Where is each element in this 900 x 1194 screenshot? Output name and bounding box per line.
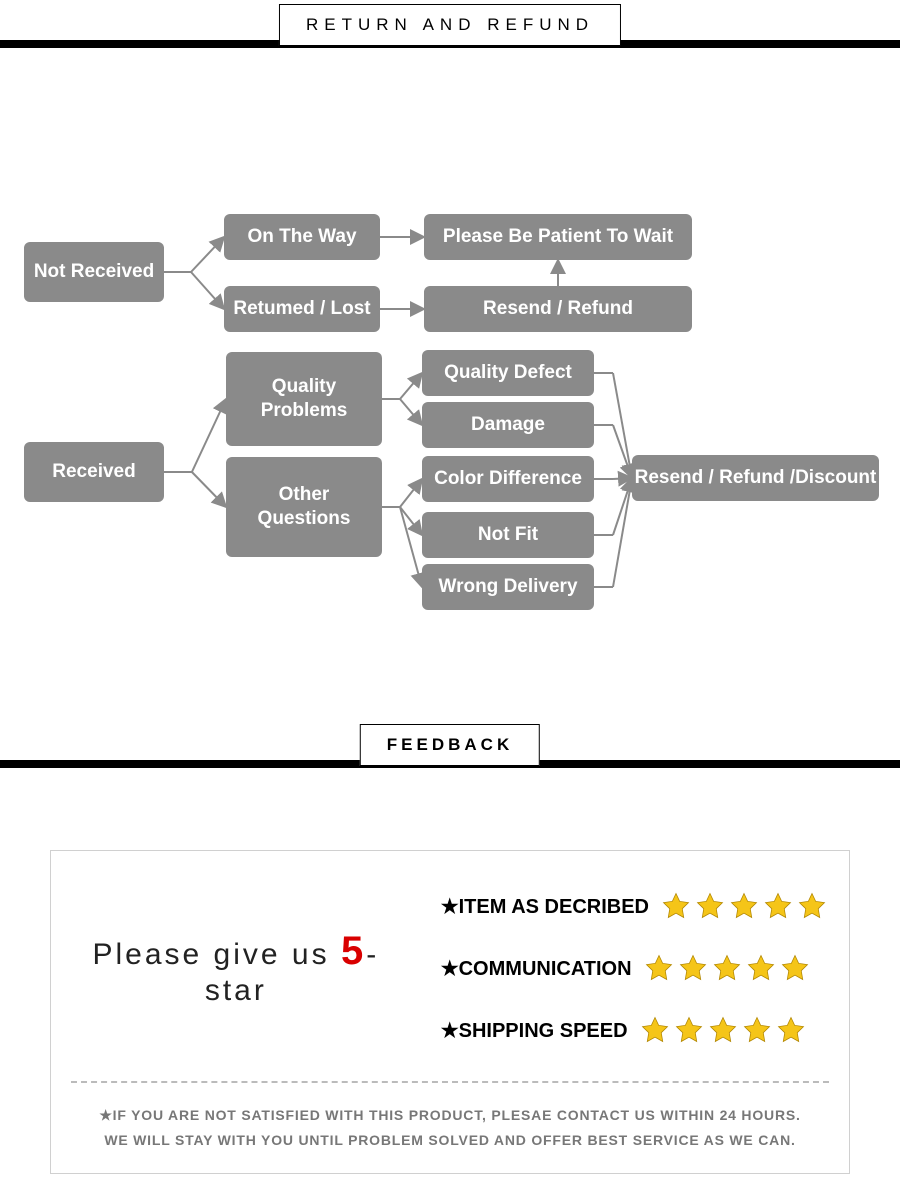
disclaimer-line-1: ★IF YOU ARE NOT SATISFIED WITH THIS PROD…	[71, 1103, 829, 1128]
feedback-inner: Please give us 5-star ★ITEM AS DECRIBED★…	[71, 891, 829, 1045]
star-icon	[695, 891, 725, 921]
dashed-divider: ★IF YOU ARE NOT SATISFIED WITH THIS PROD…	[71, 1081, 829, 1153]
flow-node-wrong-del: Wrong Delivery	[422, 564, 594, 610]
star-group	[642, 953, 812, 983]
flow-node-on-the-way: On The Way	[224, 214, 380, 260]
flow-node-not-fit: Not Fit	[422, 512, 594, 558]
star-icon	[708, 1015, 738, 1045]
star-icon	[776, 1015, 806, 1045]
star-icon	[729, 891, 759, 921]
rating-row: ★ITEM AS DECRIBED	[441, 891, 829, 921]
disclaimer-line-2: WE WILL STAY WITH YOU UNTIL PROBLEM SOLV…	[71, 1128, 829, 1153]
flow-node-damage: Damage	[422, 402, 594, 448]
feedback-header: FEEDBACK	[0, 720, 900, 770]
rating-label: ★ITEM AS DECRIBED	[441, 894, 649, 919]
star-icon	[797, 891, 827, 921]
flow-node-not-received: Not Received	[24, 242, 164, 302]
feedback-card: Please give us 5-star ★ITEM AS DECRIBED★…	[50, 850, 850, 1174]
star-icon	[742, 1015, 772, 1045]
flow-node-received: Received	[24, 442, 164, 502]
five-star-plea: Please give us 5-star	[71, 929, 401, 1008]
rating-row: ★COMMUNICATION	[441, 953, 829, 983]
flow-node-other-q: OtherQuestions	[226, 457, 382, 557]
star-icon	[780, 953, 810, 983]
flow-node-resend-refund: Resend / Refund	[424, 286, 692, 332]
feedback-title: FEEDBACK	[360, 724, 540, 766]
star-icon	[674, 1015, 704, 1045]
star-group	[638, 1015, 808, 1045]
star-icon	[640, 1015, 670, 1045]
rating-row: ★SHIPPING SPEED	[441, 1015, 829, 1045]
star-icon	[644, 953, 674, 983]
flow-node-quality-prob: QualityProblems	[226, 352, 382, 446]
flow-node-returned-lost: Retumed / Lost	[224, 286, 380, 332]
star-group	[659, 891, 829, 921]
plea-number: 5	[341, 929, 366, 973]
return-refund-flowchart: Not Received On The Way Retumed / Lost Plea…	[0, 120, 900, 660]
star-icon	[661, 891, 691, 921]
rating-label: ★COMMUNICATION	[441, 956, 632, 981]
star-icon	[712, 953, 742, 983]
flow-node-final: Resend / Refund /Discount	[632, 455, 879, 501]
star-icon	[746, 953, 776, 983]
star-icon	[678, 953, 708, 983]
star-icon	[763, 891, 793, 921]
flow-node-quality-defect: Quality Defect	[422, 350, 594, 396]
rating-label: ★SHIPPING SPEED	[441, 1018, 628, 1043]
return-refund-title: RETURN AND REFUND	[279, 4, 621, 46]
plea-prefix: Please give us	[92, 938, 340, 971]
flow-node-color-diff: Color Difference	[422, 456, 594, 502]
disclaimer-text: ★IF YOU ARE NOT SATISFIED WITH THIS PROD…	[71, 1103, 829, 1153]
ratings-list: ★ITEM AS DECRIBED ★COMMUNICATION ★SHIPPING…	[441, 891, 829, 1045]
flow-node-wait: Please Be Patient To Wait	[424, 214, 692, 260]
return-refund-header: RETURN AND REFUND	[0, 0, 900, 50]
